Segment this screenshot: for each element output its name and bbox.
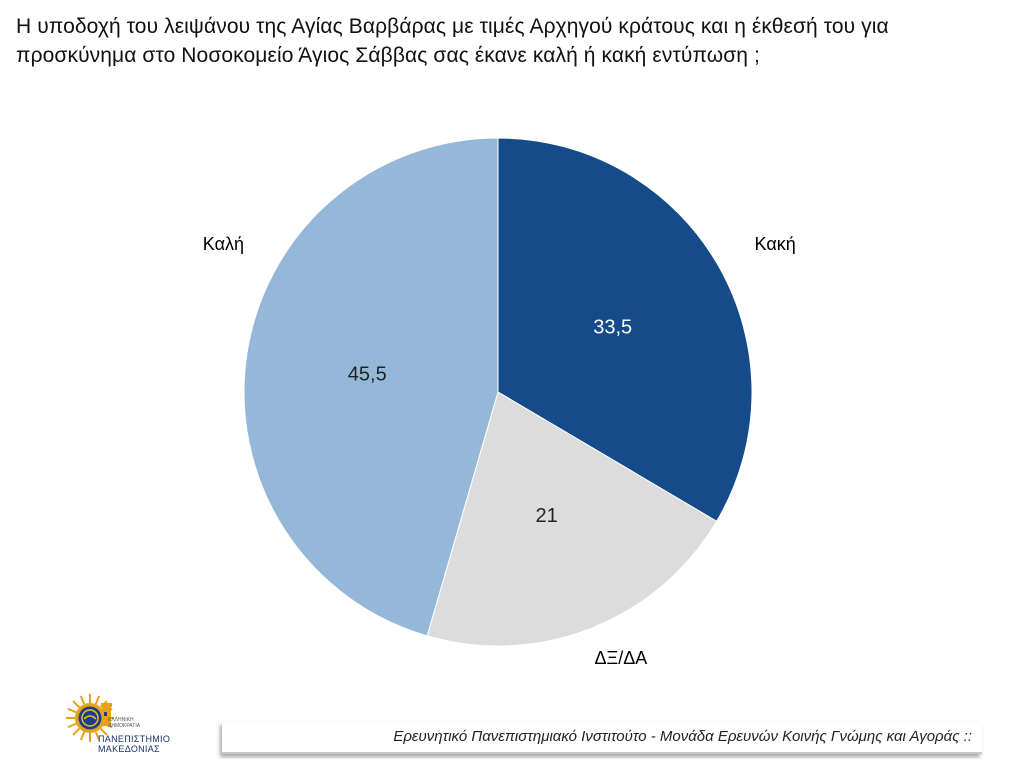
pie-slice [426, 391, 718, 647]
logo-small-text: ΕΛΛΗΝΙΚΗ ΔΗΜΟΚΡΑΤΙΑ [108, 717, 141, 729]
slice-value-label: 45,5 [348, 363, 387, 385]
slice-category-label: ΔΞ/ΔΑ [595, 648, 648, 668]
page-title: Η υποδοχή του λειψάνου της Αγίας Βαρβάρα… [16, 15, 889, 67]
footer-text: Ερευνητικό Πανεπιστημιακό Ινστιτούτο - Μ… [393, 728, 972, 745]
slice-value-label: 21 [535, 505, 557, 527]
pie-slice [497, 137, 753, 522]
slice-category-label: Καλή [203, 234, 244, 254]
slice-category-label: Κακή [755, 234, 796, 254]
tower-icon [101, 703, 112, 726]
pie-chart: 33,5 Κακή 21 ΔΞ/ΔΑ 45,5 Καλή [203, 137, 796, 668]
pie-slice [243, 137, 499, 637]
university-name: ΠΑΝΕΠΙΣΤΗΜΙΟ ΜΑΚΕΔΟΝΙΑΣ [98, 734, 171, 754]
university-logo [66, 694, 114, 742]
slice-value-label: 33,5 [593, 317, 632, 339]
footer-banner: Ερευνητικό Πανεπιστημιακό Ινστιτούτο - Μ… [222, 722, 982, 754]
